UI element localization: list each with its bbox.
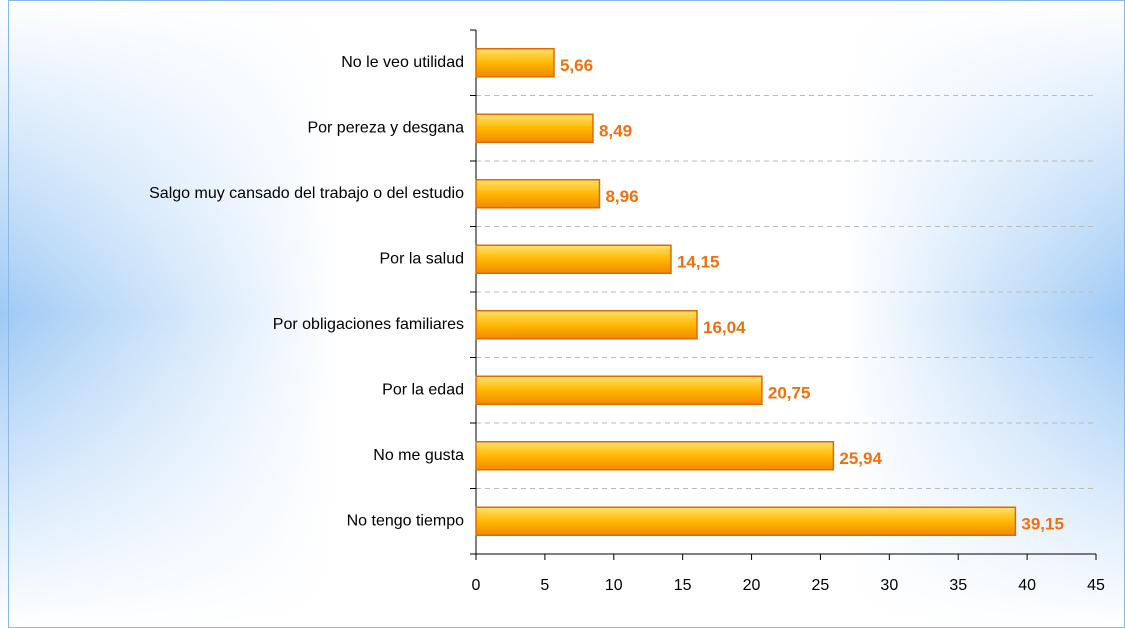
x-tick-label: 35 — [949, 577, 967, 594]
value-label: 8,96 — [605, 187, 638, 206]
x-tick-label: 5 — [540, 577, 549, 594]
value-label: 25,94 — [839, 449, 882, 468]
x-tick-label: 45 — [1087, 577, 1105, 594]
value-label: 14,15 — [677, 253, 720, 272]
value-label: 16,04 — [703, 318, 746, 337]
y-tick-label: Salgo muy cansado del trabajo o del estu… — [149, 185, 464, 202]
x-tick-label: 40 — [1018, 577, 1036, 594]
y-tick-label: No tengo tiempo — [347, 512, 465, 529]
bar — [475, 310, 698, 340]
y-tick-label: Por pereza y desgana — [307, 119, 464, 136]
value-label: 20,75 — [768, 384, 811, 403]
x-tick-label: 15 — [674, 577, 692, 594]
y-tick-label: Por la edad — [382, 381, 464, 398]
x-tick-label: 10 — [605, 577, 623, 594]
x-tick-label: 20 — [743, 577, 761, 594]
y-tick-label: No me gusta — [373, 447, 464, 464]
value-label: 8,49 — [599, 122, 632, 141]
bar — [475, 506, 1017, 536]
bar — [475, 113, 594, 143]
x-tick-label: 25 — [812, 577, 830, 594]
value-label: 5,66 — [560, 56, 593, 75]
bar — [475, 375, 763, 405]
bar — [475, 441, 835, 471]
y-tick-label: Por la salud — [380, 250, 465, 267]
y-tick-label: Por obligaciones familiares — [273, 316, 464, 333]
x-tick-label: 30 — [880, 577, 898, 594]
bar — [475, 48, 555, 78]
value-label: 39,15 — [1021, 515, 1064, 534]
x-tick-label: 0 — [472, 577, 481, 594]
y-tick-label: No le veo utilidad — [341, 54, 464, 71]
bar — [475, 244, 672, 274]
bar — [475, 179, 601, 209]
